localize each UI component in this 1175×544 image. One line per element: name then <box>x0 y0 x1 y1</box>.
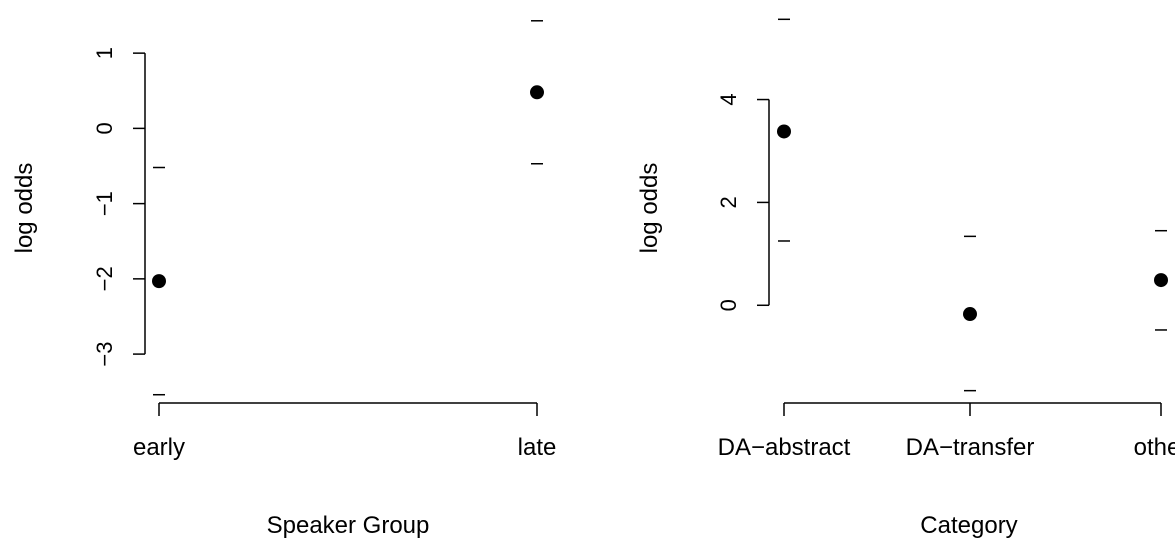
y-tick-label: 2 <box>716 196 741 208</box>
x-tick-label: late <box>518 434 557 461</box>
y-tick-label: 0 <box>716 299 741 311</box>
y-axis-label: log odds <box>636 163 663 254</box>
y-tick-label: −2 <box>92 266 117 291</box>
y-tick-label: −3 <box>92 342 117 367</box>
panel-category: log odds Category 0 2 4 DA−abstract DA−trans… <box>636 18 1175 539</box>
y-tick-label: 0 <box>92 122 117 134</box>
x-tick-label: other <box>1134 434 1175 461</box>
data-point <box>777 124 791 139</box>
y-tick-label: −1 <box>92 191 117 216</box>
x-tick-label: DA−transfer <box>906 434 1035 461</box>
x-axis-label: Category <box>920 512 1017 539</box>
x-tick-label: DA−abstract <box>718 434 851 461</box>
x-axis-label: Speaker Group <box>267 512 430 539</box>
data-point <box>1154 273 1168 288</box>
y-tick-label: 1 <box>92 47 117 59</box>
y-axis-label: log odds <box>11 163 38 254</box>
panel-speaker-group: log odds Speaker Group −3 −2 −1 0 1 early late <box>11 20 557 539</box>
data-point <box>963 307 977 322</box>
data-point <box>530 85 544 100</box>
y-tick-label: 4 <box>716 93 741 105</box>
x-tick-label: early <box>133 434 185 461</box>
data-point <box>152 274 166 289</box>
